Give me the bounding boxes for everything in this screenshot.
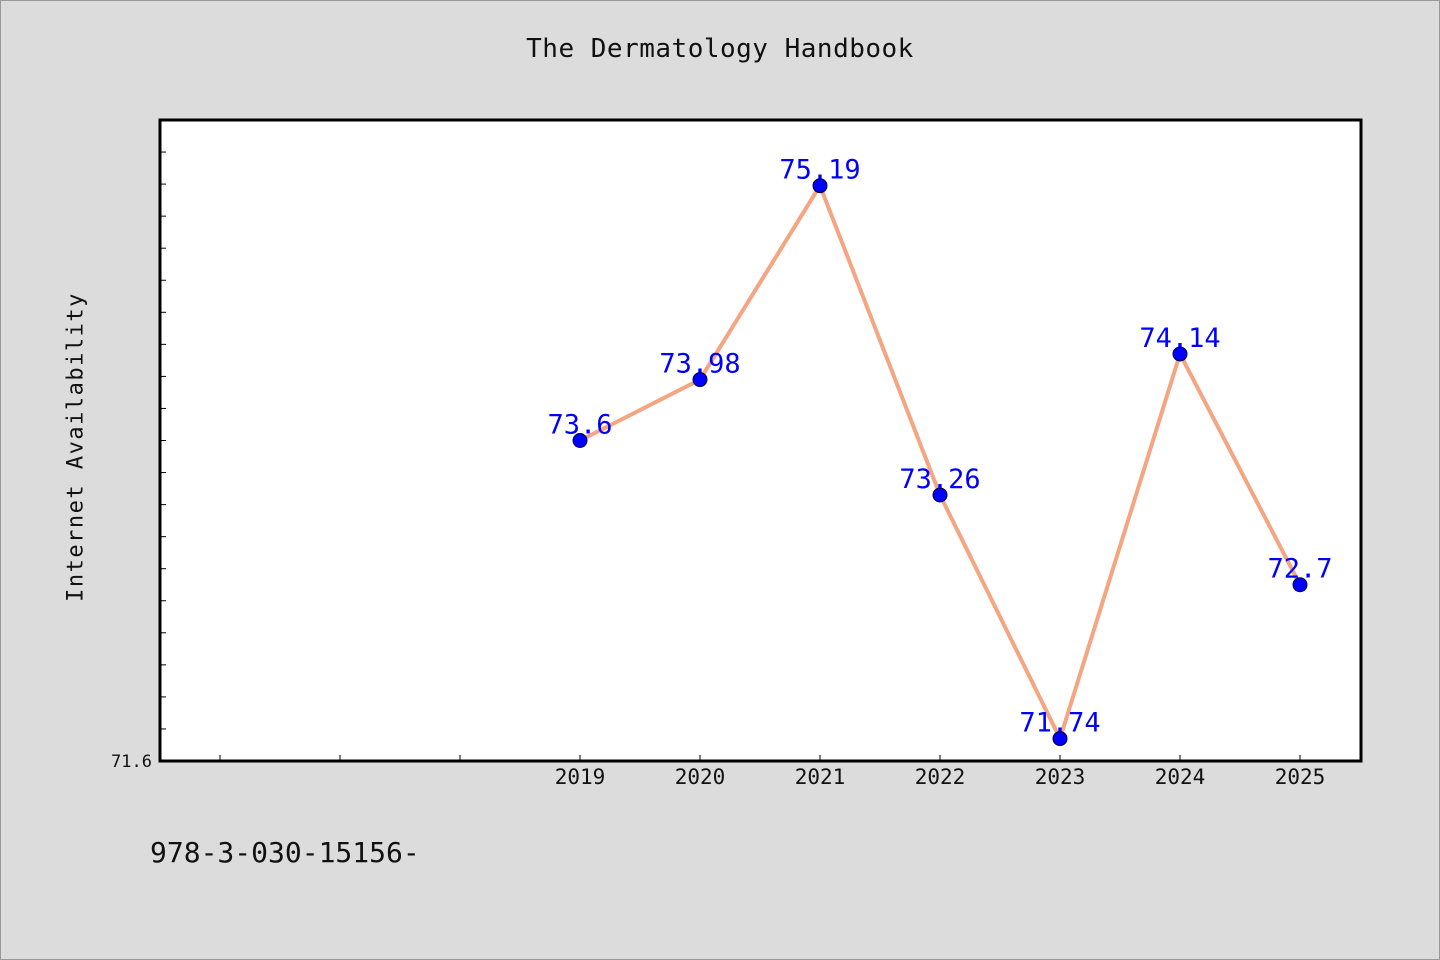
data-point xyxy=(572,433,588,448)
data-point xyxy=(812,178,828,194)
y-tick-label: 71.6 xyxy=(111,752,152,772)
x-tick-label: 2021 xyxy=(795,765,846,789)
plot-area xyxy=(158,118,1363,763)
data-label: 72.7 xyxy=(1267,554,1332,585)
data-point xyxy=(1292,577,1308,593)
data-label: 74.14 xyxy=(1139,323,1220,354)
x-tick-label: 2024 xyxy=(1155,765,1206,789)
x-tick-label: 2023 xyxy=(1035,765,1086,789)
data-label: 73.98 xyxy=(659,349,740,380)
data-label: 71.74 xyxy=(1019,708,1100,739)
data-markers xyxy=(572,178,1308,747)
chart-title: The Dermatology Handbook xyxy=(526,34,914,64)
data-label: 73.26 xyxy=(899,464,980,495)
data-labels: 73.6 73.98 75.19 73.26 71.74 74.14 72.7 xyxy=(547,155,1332,739)
x-tick-label: 2022 xyxy=(915,765,966,789)
x-tick-label: 2020 xyxy=(675,765,726,789)
x-tick-label: 2019 xyxy=(555,765,606,789)
data-point xyxy=(1052,731,1068,747)
x-tick-label: 2025 xyxy=(1275,765,1326,789)
x-ticks: 2019 2020 2021 2022 2023 2024 2025 xyxy=(219,755,1326,789)
data-label: 73.6 xyxy=(547,410,612,441)
data-point xyxy=(1172,346,1188,362)
data-point xyxy=(692,372,708,388)
footnote-isbn: 978-3-030-15156- xyxy=(150,836,420,869)
data-point xyxy=(932,487,948,503)
data-label: 75.19 xyxy=(779,155,860,186)
y-ticks: 71.6 xyxy=(111,119,166,772)
